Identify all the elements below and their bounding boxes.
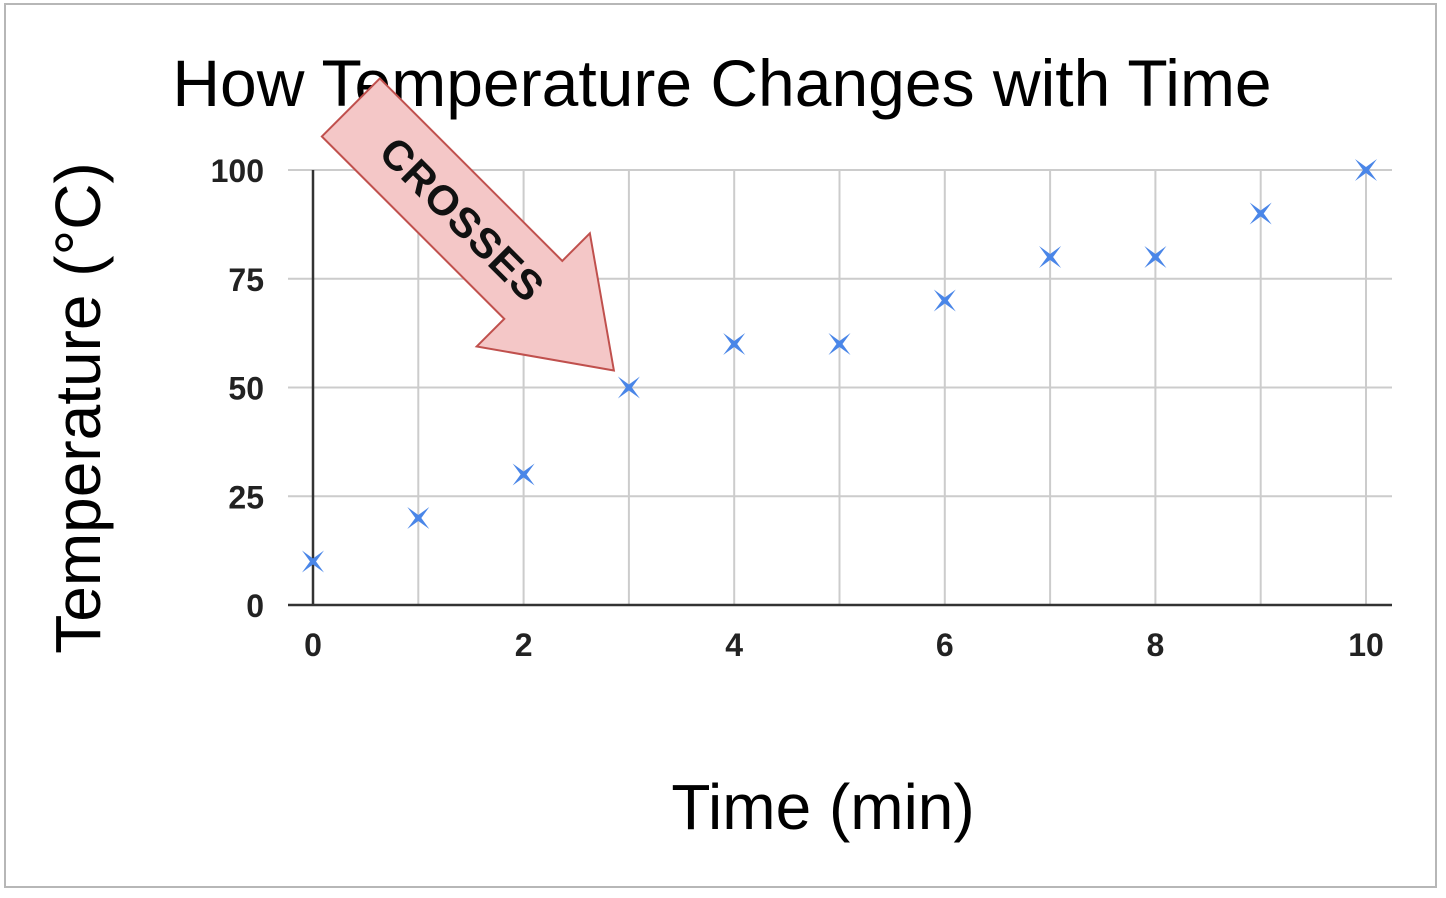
data-point <box>302 550 324 573</box>
y-tick-label: 100 <box>211 153 264 189</box>
y-axis-title: Temperature (°C) <box>42 162 114 654</box>
data-point <box>512 463 535 486</box>
tick-labels: 0 25 50 75 100 0 2 4 6 8 10 <box>211 153 1384 663</box>
data-point <box>933 289 956 312</box>
chart-frame <box>4 3 1437 888</box>
y-tick-label: 25 <box>228 479 264 515</box>
axes <box>288 170 1392 607</box>
data-points <box>302 159 1377 573</box>
data-point <box>1249 202 1272 225</box>
annotation-label: CROSSES <box>371 128 554 311</box>
x-tick-label: 4 <box>725 627 743 663</box>
data-point <box>1039 246 1062 268</box>
data-point <box>828 333 851 355</box>
x-tick-label: 8 <box>1147 627 1165 663</box>
arrow-shape <box>320 77 616 372</box>
y-tick-label: 50 <box>228 371 264 407</box>
data-point <box>723 333 746 355</box>
data-point <box>1355 159 1377 181</box>
y-tick-label: 75 <box>228 262 264 298</box>
data-point <box>407 507 430 529</box>
x-tick-label: 0 <box>304 627 322 663</box>
x-tick-label: 6 <box>936 627 954 663</box>
data-point <box>617 376 640 399</box>
grid <box>288 169 1392 605</box>
chart-title: How Temperature Changes with Time <box>172 46 1271 120</box>
x-tick-label: 10 <box>1348 627 1384 663</box>
data-point <box>1144 246 1167 268</box>
x-axis-title: Time (min) <box>671 771 974 843</box>
x-tick-label: 2 <box>515 627 533 663</box>
y-tick-label: 0 <box>246 588 264 624</box>
